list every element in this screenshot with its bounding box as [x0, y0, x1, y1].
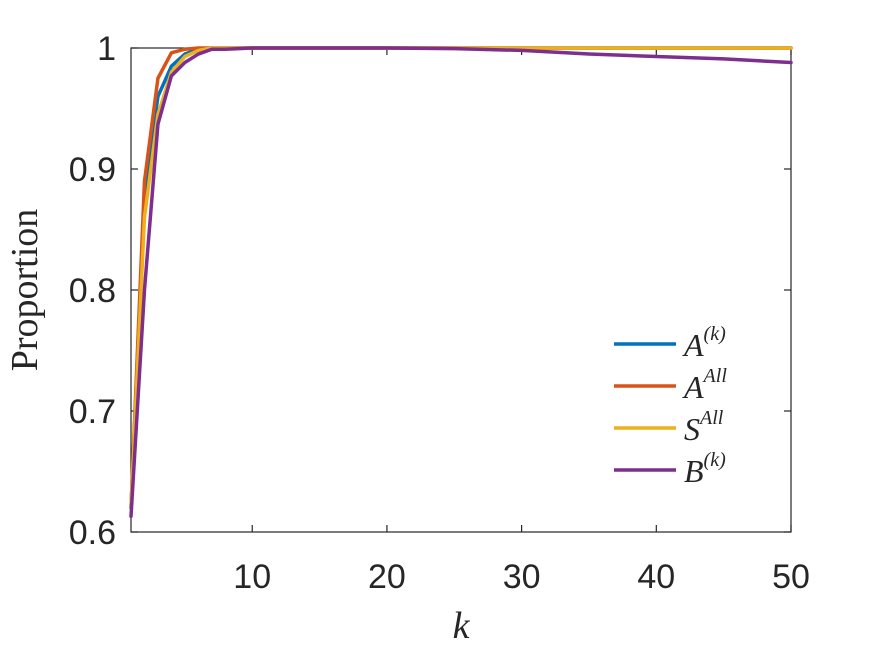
legend-item: A(k) [614, 323, 726, 363]
y-tick-label: 0.6 [69, 514, 116, 552]
x-axis-label: k [453, 605, 471, 647]
legend-label: B(k) [684, 449, 726, 489]
y-axis-label: Proportion [4, 209, 46, 372]
x-tick-label: 40 [637, 558, 675, 596]
legend-item: AAll [614, 365, 727, 405]
x-tick-label: 50 [772, 558, 810, 596]
plot-area [130, 47, 792, 533]
axis-ticks: 10 20 30 40 50 0.6 0.7 0.8 0.9 1 [69, 30, 810, 596]
y-tick-label: 0.8 [69, 272, 116, 310]
y-tick-label: 0.9 [69, 151, 116, 189]
legend-label: AAll [682, 365, 727, 405]
x-tick-label: 30 [503, 558, 541, 596]
y-tick-label: 0.7 [69, 393, 116, 431]
x-tick-label: 10 [233, 558, 271, 596]
series-line-b-k [129, 46, 793, 519]
legend-item: B(k) [614, 449, 726, 489]
legend-label: SAll [684, 407, 724, 447]
axes-box [130, 47, 792, 533]
x-tick-label: 20 [368, 558, 406, 596]
y-tick-label: 1 [97, 30, 116, 68]
series-lines [129, 46, 793, 519]
legend-item: SAll [614, 407, 724, 447]
legend-label: A(k) [682, 323, 726, 363]
